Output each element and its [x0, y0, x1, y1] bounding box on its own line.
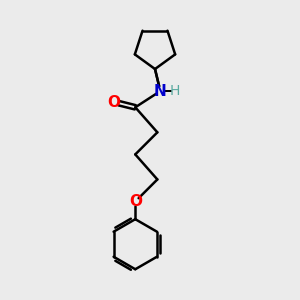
Text: N: N — [154, 84, 167, 99]
Text: O: O — [108, 94, 121, 110]
Text: H: H — [169, 84, 180, 98]
Text: O: O — [129, 194, 142, 209]
